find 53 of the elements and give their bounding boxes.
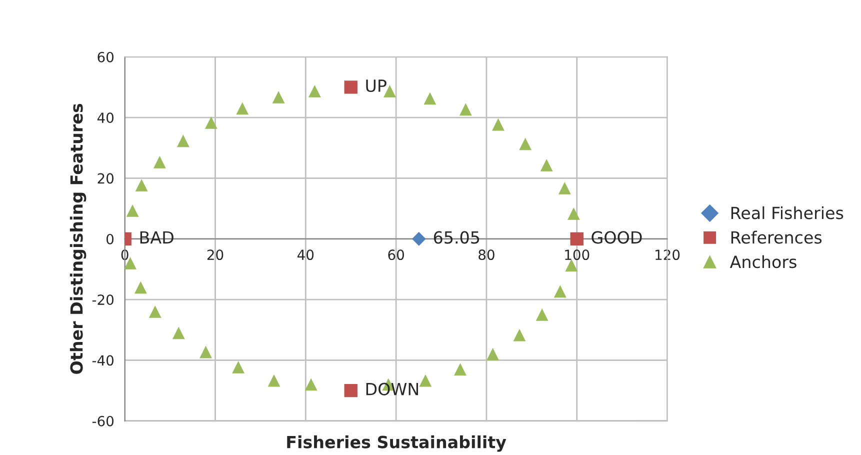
y-tick-label: 20	[98, 173, 114, 184]
point	[148, 305, 162, 318]
point	[459, 103, 472, 116]
point	[540, 158, 553, 172]
point	[200, 346, 212, 358]
x-tick-label: 60	[388, 250, 404, 260]
point	[558, 182, 571, 194]
point	[565, 259, 578, 272]
point	[344, 384, 358, 398]
point	[308, 84, 321, 98]
point	[153, 156, 166, 168]
point	[134, 281, 147, 294]
point	[486, 348, 500, 360]
point	[519, 138, 532, 150]
point	[536, 308, 548, 321]
point	[492, 118, 504, 131]
x-tick-label: 40	[297, 250, 314, 260]
x-tick-label: 120	[656, 250, 680, 260]
point	[272, 91, 285, 104]
x-tick-label: 80	[478, 250, 494, 260]
point	[513, 328, 526, 342]
point	[412, 232, 426, 246]
point	[172, 326, 185, 340]
annotation: DOWN	[366, 382, 418, 396]
y-tick-label: -40	[92, 355, 114, 366]
x-tick-label: 100	[565, 250, 590, 260]
point	[454, 363, 466, 376]
legend-label: Anchors	[730, 255, 796, 268]
point	[232, 360, 245, 374]
y-tick-label: 0	[106, 234, 114, 244]
y-tick-label: 60	[98, 52, 114, 62]
point	[554, 285, 566, 298]
point	[567, 207, 580, 220]
legend-label: Real Fisheries	[731, 206, 844, 220]
y-axis-title: Other Distingishing Features	[70, 104, 86, 374]
x-axis-title: Fisheries Sustainability	[287, 435, 506, 452]
y-tick-label: 40	[97, 112, 114, 124]
point	[424, 92, 436, 105]
point	[126, 204, 139, 217]
point	[419, 374, 432, 387]
y-tick-label: -60	[92, 416, 114, 426]
point	[344, 80, 358, 94]
annotation: UP	[366, 80, 386, 92]
point	[236, 102, 249, 115]
point	[570, 232, 584, 246]
point	[176, 134, 190, 148]
x-tick-label: 20	[207, 250, 224, 260]
legend-label: References	[731, 230, 822, 244]
point	[304, 378, 318, 391]
y-tick-label: -20	[92, 294, 114, 306]
point	[268, 374, 280, 387]
point	[135, 178, 148, 192]
point	[204, 116, 218, 129]
